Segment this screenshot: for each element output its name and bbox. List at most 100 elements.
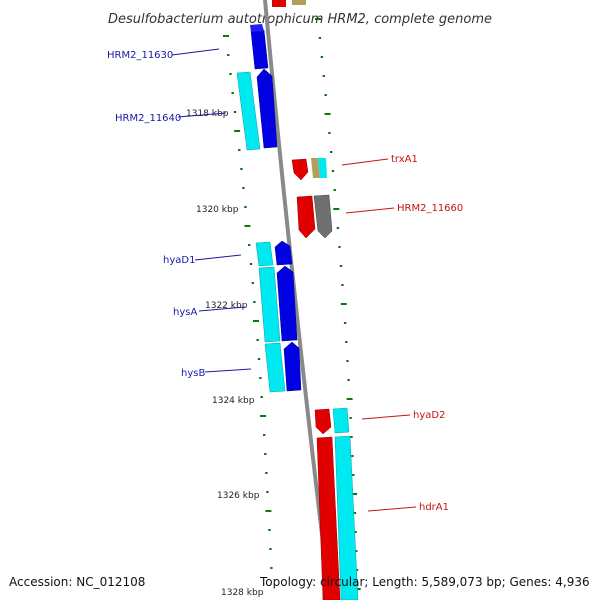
ruler-label-1324: 1324 kbp — [212, 396, 255, 406]
partial-top-features — [272, 0, 306, 7]
ruler-tick-right — [339, 265, 343, 267]
label-trxA1: trxA1 — [341, 154, 418, 166]
ruler-tick-left — [260, 415, 266, 417]
ruler-tick-left — [249, 263, 253, 265]
gene-hrm2-11640[interactable] — [236, 68, 278, 151]
ruler-tick-left — [231, 92, 234, 94]
gene-hdrA1[interactable] — [316, 435, 359, 600]
ruler-tick-left — [233, 111, 237, 113]
ruler-tick-right — [315, 18, 321, 20]
gene-hysA[interactable] — [258, 265, 298, 343]
label-hysB: hysB — [181, 368, 252, 379]
gene-trxA1[interactable] — [291, 158, 327, 181]
ruler-tick-left — [263, 434, 266, 436]
ruler-tick-left — [253, 320, 259, 322]
svg-text:trxA1: trxA1 — [391, 154, 418, 165]
ruler-tick-left — [234, 130, 241, 132]
ruler-label-1318: 1318 kbp — [186, 109, 229, 119]
svg-text:hdrA1: hdrA1 — [419, 502, 449, 513]
ruler-label-1326: 1326 kbp — [217, 491, 260, 501]
accession-text: Accession: NC_012108 — [9, 575, 145, 589]
ruler-tick-right — [330, 151, 333, 153]
ruler-tick-left — [268, 529, 271, 531]
ruler-tick-right — [346, 360, 349, 362]
ruler-tick-left — [264, 453, 267, 455]
ruler-tick-left — [251, 282, 254, 284]
label-hysA: hysA — [173, 306, 246, 318]
ruler-tick-right — [324, 113, 331, 115]
ruler-tick-right — [331, 170, 335, 172]
ruler-tick-right — [328, 132, 331, 134]
ruler-tick-left — [259, 377, 262, 379]
ruler-ticks-left — [223, 35, 273, 569]
ruler-tick-left — [244, 206, 247, 208]
svg-text:hysA: hysA — [173, 307, 197, 318]
ruler-tick-right — [336, 227, 340, 229]
label-hrm2-11640: HRM2_11640 — [115, 112, 227, 124]
ruler-tick-left — [223, 35, 229, 37]
ruler-tick-right — [343, 322, 347, 324]
label-hrm2-11660: HRM2_11660 — [345, 203, 463, 214]
ruler-tick-right — [322, 75, 325, 77]
ruler-tick-left — [257, 358, 261, 360]
map-title: Desulfobacterium autotrophicum HRM2, com… — [108, 12, 492, 27]
ruler-label-1320: 1320 kbp — [196, 205, 239, 215]
ruler-tick-right — [355, 569, 359, 571]
ruler-tick-left — [256, 339, 259, 341]
topology-text: Topology: circular; Length: 5,589,073 bp… — [259, 575, 590, 589]
ruler-tick-right — [350, 436, 353, 438]
svg-text:HRM2_11660: HRM2_11660 — [397, 203, 463, 214]
ruler-ticks-right — [315, 18, 361, 590]
gene-hyaD1[interactable] — [255, 240, 293, 267]
ruler-tick-right — [324, 94, 327, 96]
ruler-tick-right — [320, 56, 324, 58]
ruler-tick-left — [269, 548, 272, 550]
ruler-tick-right — [333, 208, 340, 210]
svg-text:hyaD1: hyaD1 — [163, 255, 195, 266]
ruler-tick-left — [244, 225, 251, 227]
svg-text:HRM2_11640: HRM2_11640 — [115, 113, 181, 124]
gene-hrm2-11630[interactable] — [250, 24, 269, 70]
ruler-tick-left — [242, 187, 245, 189]
ruler-tick-left — [270, 567, 273, 569]
ruler-tick-right — [340, 303, 347, 305]
ruler-tick-left — [248, 244, 251, 246]
ruler-tick-right — [349, 417, 352, 419]
ruler-tick-left — [265, 472, 268, 474]
ruler-tick-right — [318, 37, 322, 39]
ruler-labels: 1318 kbp 1320 kbp 1322 kbp 1324 kbp 1326… — [186, 109, 264, 598]
ruler-tick-right — [351, 455, 354, 457]
ruler-tick-right — [351, 493, 358, 495]
svg-text:hyaD2: hyaD2 — [413, 410, 445, 421]
ruler-tick-right — [345, 341, 348, 343]
gene-hysB[interactable] — [264, 341, 302, 393]
label-hyaD2: hyaD2 — [361, 410, 445, 421]
label-hyaD1: hyaD1 — [163, 254, 242, 266]
ruler-tick-right — [354, 531, 357, 533]
gene-hrm2-11660[interactable] — [296, 194, 333, 239]
ruler-tick-left — [227, 54, 230, 56]
ruler-tick-left — [266, 491, 269, 493]
ruler-tick-right — [338, 246, 341, 248]
ruler-tick-left — [260, 396, 263, 398]
ruler-tick-right — [333, 189, 336, 191]
ruler-tick-right — [346, 398, 353, 400]
svg-text:HRM2_11630: HRM2_11630 — [107, 50, 173, 61]
label-hrm2-11630: HRM2_11630 — [107, 48, 220, 61]
label-hdrA1: hdrA1 — [367, 502, 449, 513]
ruler-tick-right — [347, 379, 350, 381]
ruler-tick-right — [341, 284, 344, 286]
gene-hyaD2[interactable] — [314, 407, 350, 435]
ruler-tick-left — [238, 149, 241, 151]
ruler-tick-left — [240, 168, 243, 170]
ruler-tick-right — [352, 474, 355, 476]
ruler-tick-left — [253, 301, 256, 303]
ruler-tick-left — [265, 510, 272, 512]
ruler-tick-right — [355, 550, 358, 552]
ruler-tick-right — [353, 512, 357, 514]
svg-text:hysB: hysB — [181, 368, 205, 379]
ruler-label-1328: 1328 kbp — [221, 588, 264, 598]
ruler-tick-left — [229, 73, 232, 75]
ruler-label-1322: 1322 kbp — [205, 301, 248, 311]
